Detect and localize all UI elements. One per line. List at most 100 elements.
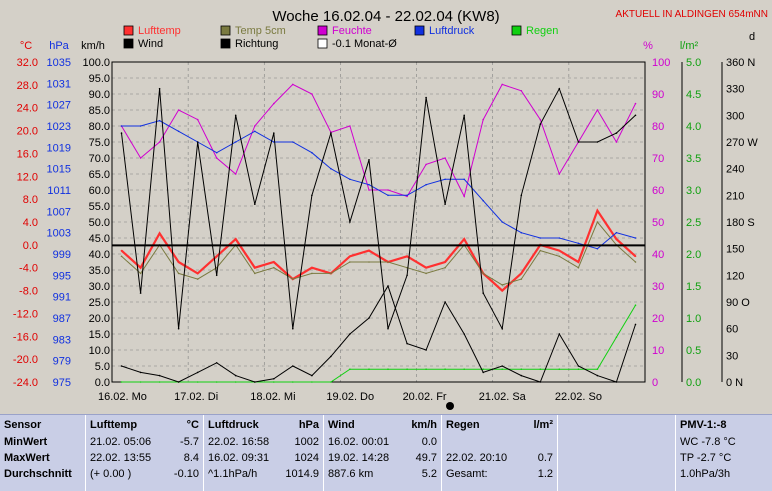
luftdruck-min-time: 22.02. 16:58 [208,436,270,448]
series-point [368,261,370,263]
series-point [387,327,389,330]
series-point [406,274,408,277]
pressure_hpa-tick-label: 991 [53,292,71,304]
humidity_pct-tick-label: 40 [652,249,664,261]
temp_c-tick-label: 12.0 [17,171,38,183]
series-point [234,238,237,240]
series-point [425,349,427,351]
direction-unit-label: d [749,31,755,43]
legend: Lufttemp Temp 5cm Feuchte Luftdruck Regen Win… [123,25,558,50]
series-point [234,374,237,377]
series-point [387,194,389,197]
series-point [634,237,637,239]
wind_kmh-tick-label: 25.0 [89,297,110,309]
series-wind [121,284,636,383]
series-point [349,333,351,335]
series-point [615,141,618,143]
pressure-unit-label: hPa [49,40,69,52]
regen-total-value: 1.2 [537,468,553,480]
series-point [177,327,180,330]
series-point [577,261,580,263]
temp_c-tick-label: 0.0 [23,240,38,252]
temp_c-tick-label: 24.0 [17,103,38,115]
series-lufttemp [120,208,637,293]
series-point [463,178,466,181]
series-point [558,255,561,258]
wind_kmh-tick-label: 10.0 [89,345,110,357]
series-point [273,261,275,263]
legend-label: Feuchte [332,25,372,37]
series-point [311,381,313,383]
series-point [158,381,161,383]
series-point [615,132,618,134]
legend-label: Regen [526,25,558,37]
wind_kmh-tick-label: 0.0 [95,377,110,389]
temp_c-tick-label: 8.0 [23,194,38,206]
plot-frame [111,61,646,383]
chart-title: Woche 16.02.04 - 22.02.04 (KW8) [272,8,499,25]
rain_lm2-tick-label: 3.5 [686,153,701,165]
series-point [634,261,637,263]
legend-swatch [414,25,425,36]
luftdruck-column: Luftdruck hPa 22.02. 16:58 1002 16.02. 09:… [204,415,324,491]
series-point [120,381,123,383]
series-point [444,157,446,159]
series-point [254,266,256,269]
humidity_pct-tick-label: 80 [652,121,664,133]
humidity_pct-tick-label: 20 [652,313,664,325]
row-header-sensor: Sensor [4,419,42,431]
series-point [387,368,389,371]
series-point [311,194,313,197]
series-point [558,173,561,175]
direction_deg-tick-label: 60 [726,324,738,336]
series-point [177,381,180,383]
humidity_pct-tick-label: 30 [652,281,664,293]
series-point [577,242,580,245]
series-point [558,87,561,90]
pressure_hpa-tick-label: 987 [53,313,71,325]
rain_lm2-tick-label: 3.0 [686,185,701,197]
series-point [215,151,218,154]
legend-swatch [123,25,134,36]
series-point [254,381,256,383]
legend-label: Lufttemp [138,25,181,37]
series-point [273,378,275,380]
series-point [634,304,637,307]
series-point [196,371,199,374]
pressure_hpa-tick-label: 975 [53,377,71,389]
series-point [139,266,142,269]
rain_lm2-tick-label: 1.5 [686,281,701,293]
lufttemp-avg-value: -0.10 [173,468,199,480]
series-point [368,183,370,186]
series-point [120,249,123,252]
direction_deg-tick-label: 180 S [726,217,755,229]
series-point [368,249,370,252]
temp_c-tick-label: 4.0 [23,217,38,229]
series-point [330,272,332,275]
direction_deg-tick-label: 90 O [726,297,750,309]
series-point [292,365,294,367]
pressure_hpa-tick-label: 1023 [47,121,71,133]
series-point [615,381,618,383]
pmv-title: PMV-1:-8 [680,419,727,431]
pressure_hpa-tick-label: 979 [53,356,71,368]
series-point [254,272,256,275]
regen-unit: l/m² [533,419,553,431]
series-point [596,141,599,143]
series-point [349,368,351,371]
series-point [139,157,142,159]
series-point [158,119,161,122]
series-luftdruck [121,120,636,250]
series-layer [112,83,645,383]
axis-ticks: 32.0 28.0 24.0 20.0 16.0 12.0 8.0 4.0 0.0 -4.0 -8.… [13,57,758,389]
series-point [558,237,561,239]
humidity_pct-tick-label: 90 [652,89,664,101]
wind_kmh-tick-label: 5.0 [95,361,110,373]
series-point [482,292,485,294]
series-point [158,374,161,377]
direction_deg-tick-label: 300 [726,110,744,122]
series-point [120,132,123,134]
wind-avg-note: 887.6 km [328,468,374,480]
direction_deg-tick-label: 240 [726,164,744,176]
series-point [292,83,294,86]
